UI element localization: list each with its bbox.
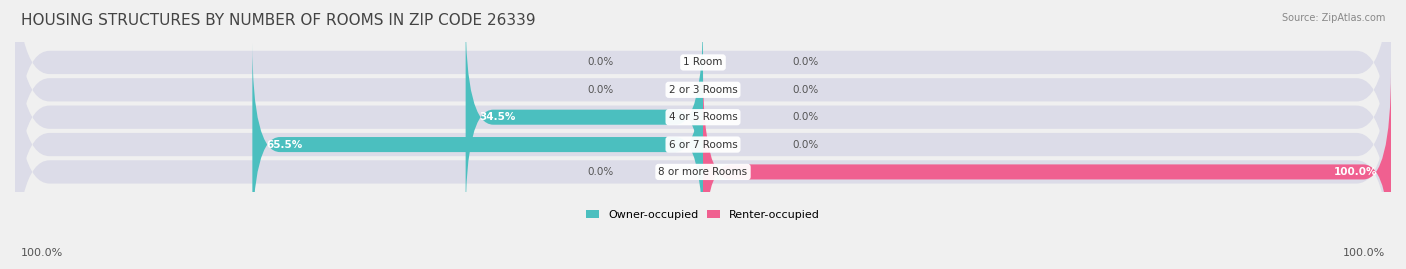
FancyBboxPatch shape xyxy=(15,19,1391,269)
Text: Source: ZipAtlas.com: Source: ZipAtlas.com xyxy=(1281,13,1385,23)
Text: 4 or 5 Rooms: 4 or 5 Rooms xyxy=(669,112,737,122)
FancyBboxPatch shape xyxy=(15,0,1391,188)
Text: 0.0%: 0.0% xyxy=(588,167,613,177)
Text: 0.0%: 0.0% xyxy=(588,85,613,95)
Text: 65.5%: 65.5% xyxy=(266,140,302,150)
Text: 8 or more Rooms: 8 or more Rooms xyxy=(658,167,748,177)
Text: 2 or 3 Rooms: 2 or 3 Rooms xyxy=(669,85,737,95)
Text: 0.0%: 0.0% xyxy=(793,85,818,95)
Text: 0.0%: 0.0% xyxy=(793,58,818,68)
Text: 6 or 7 Rooms: 6 or 7 Rooms xyxy=(669,140,737,150)
FancyBboxPatch shape xyxy=(703,70,1391,269)
Legend: Owner-occupied, Renter-occupied: Owner-occupied, Renter-occupied xyxy=(586,210,820,220)
FancyBboxPatch shape xyxy=(465,15,703,219)
FancyBboxPatch shape xyxy=(252,43,703,246)
Text: 100.0%: 100.0% xyxy=(1334,167,1378,177)
Text: 100.0%: 100.0% xyxy=(21,248,63,258)
FancyBboxPatch shape xyxy=(15,0,1391,242)
FancyBboxPatch shape xyxy=(15,0,1391,215)
Text: 100.0%: 100.0% xyxy=(1343,248,1385,258)
Text: 0.0%: 0.0% xyxy=(793,140,818,150)
Text: HOUSING STRUCTURES BY NUMBER OF ROOMS IN ZIP CODE 26339: HOUSING STRUCTURES BY NUMBER OF ROOMS IN… xyxy=(21,13,536,29)
Text: 1 Room: 1 Room xyxy=(683,58,723,68)
Text: 0.0%: 0.0% xyxy=(793,112,818,122)
FancyBboxPatch shape xyxy=(15,47,1391,269)
Text: 34.5%: 34.5% xyxy=(479,112,516,122)
Text: 0.0%: 0.0% xyxy=(588,58,613,68)
